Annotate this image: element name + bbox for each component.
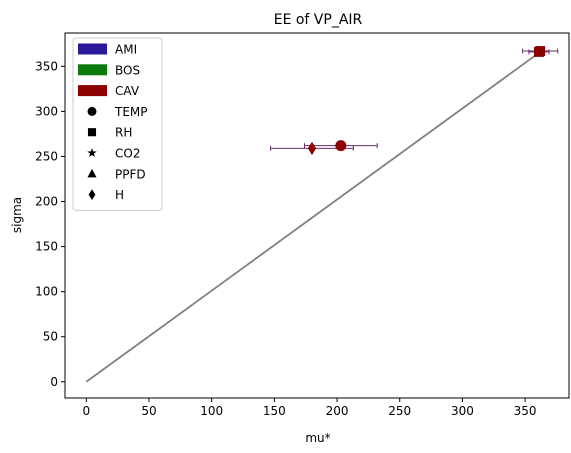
- legend-label-bos: BOS: [115, 63, 140, 77]
- x-tick-label: 150: [263, 404, 286, 418]
- y-tick-label: 0: [50, 375, 58, 389]
- data-point-cav-diamond: [307, 141, 317, 155]
- y-tick-label: 100: [35, 285, 58, 299]
- plot-frame: [64, 32, 570, 399]
- legend-label-rh: RH: [115, 126, 132, 140]
- legend-label-temp: TEMP: [114, 105, 148, 119]
- x-tick-label: 50: [141, 404, 156, 418]
- data-point-cav-circle: [335, 140, 347, 152]
- x-axis: 0 50 100 150 200 250 300 350: [82, 398, 537, 418]
- x-tick-label: 250: [388, 404, 411, 418]
- legend-label-co2: CO2: [115, 147, 140, 161]
- chart-title: EE of VP_AIR: [274, 12, 363, 28]
- x-tick-label: 100: [200, 404, 223, 418]
- y-tick-label: 250: [35, 149, 58, 163]
- legend-square-icon: [87, 128, 97, 137]
- x-tick-label: 350: [514, 404, 537, 418]
- legend: AMI BOS CAV TEMP RH CO2 PPFD H: [72, 37, 163, 211]
- legend-diamond-icon: [88, 189, 96, 200]
- legend-star-icon: [87, 148, 97, 157]
- plot-layer: [85, 46, 559, 383]
- legend-swatch-cav: [78, 85, 107, 97]
- y-axis: 0 50 100 150 200 250 300 350: [35, 59, 65, 389]
- x-tick-label: 200: [326, 404, 349, 418]
- y-tick-label: 200: [35, 195, 58, 209]
- legend-triangle-icon: [87, 168, 97, 178]
- legend-box: [72, 37, 163, 211]
- y-tick-label: 350: [35, 59, 58, 73]
- y-tick-label: 150: [35, 240, 58, 254]
- legend-swatch-bos: [78, 64, 107, 76]
- legend-circle-icon: [87, 106, 97, 116]
- y-axis-label: sigma: [10, 197, 24, 233]
- x-tick-label: 0: [82, 404, 90, 418]
- legend-label-ami: AMI: [115, 43, 137, 57]
- x-tick-label: 300: [451, 404, 474, 418]
- legend-swatch-ami: [78, 43, 107, 55]
- x-axis-label: mu*: [305, 431, 330, 445]
- legend-label-ppfd: PPFD: [115, 167, 146, 181]
- y-tick-label: 50: [43, 330, 58, 344]
- reference-line: [85, 51, 541, 383]
- y-tick-label: 300: [35, 104, 58, 118]
- data-point-cav-square: [533, 46, 544, 57]
- legend-label-h: H: [115, 188, 124, 202]
- legend-label-cav: CAV: [115, 84, 140, 98]
